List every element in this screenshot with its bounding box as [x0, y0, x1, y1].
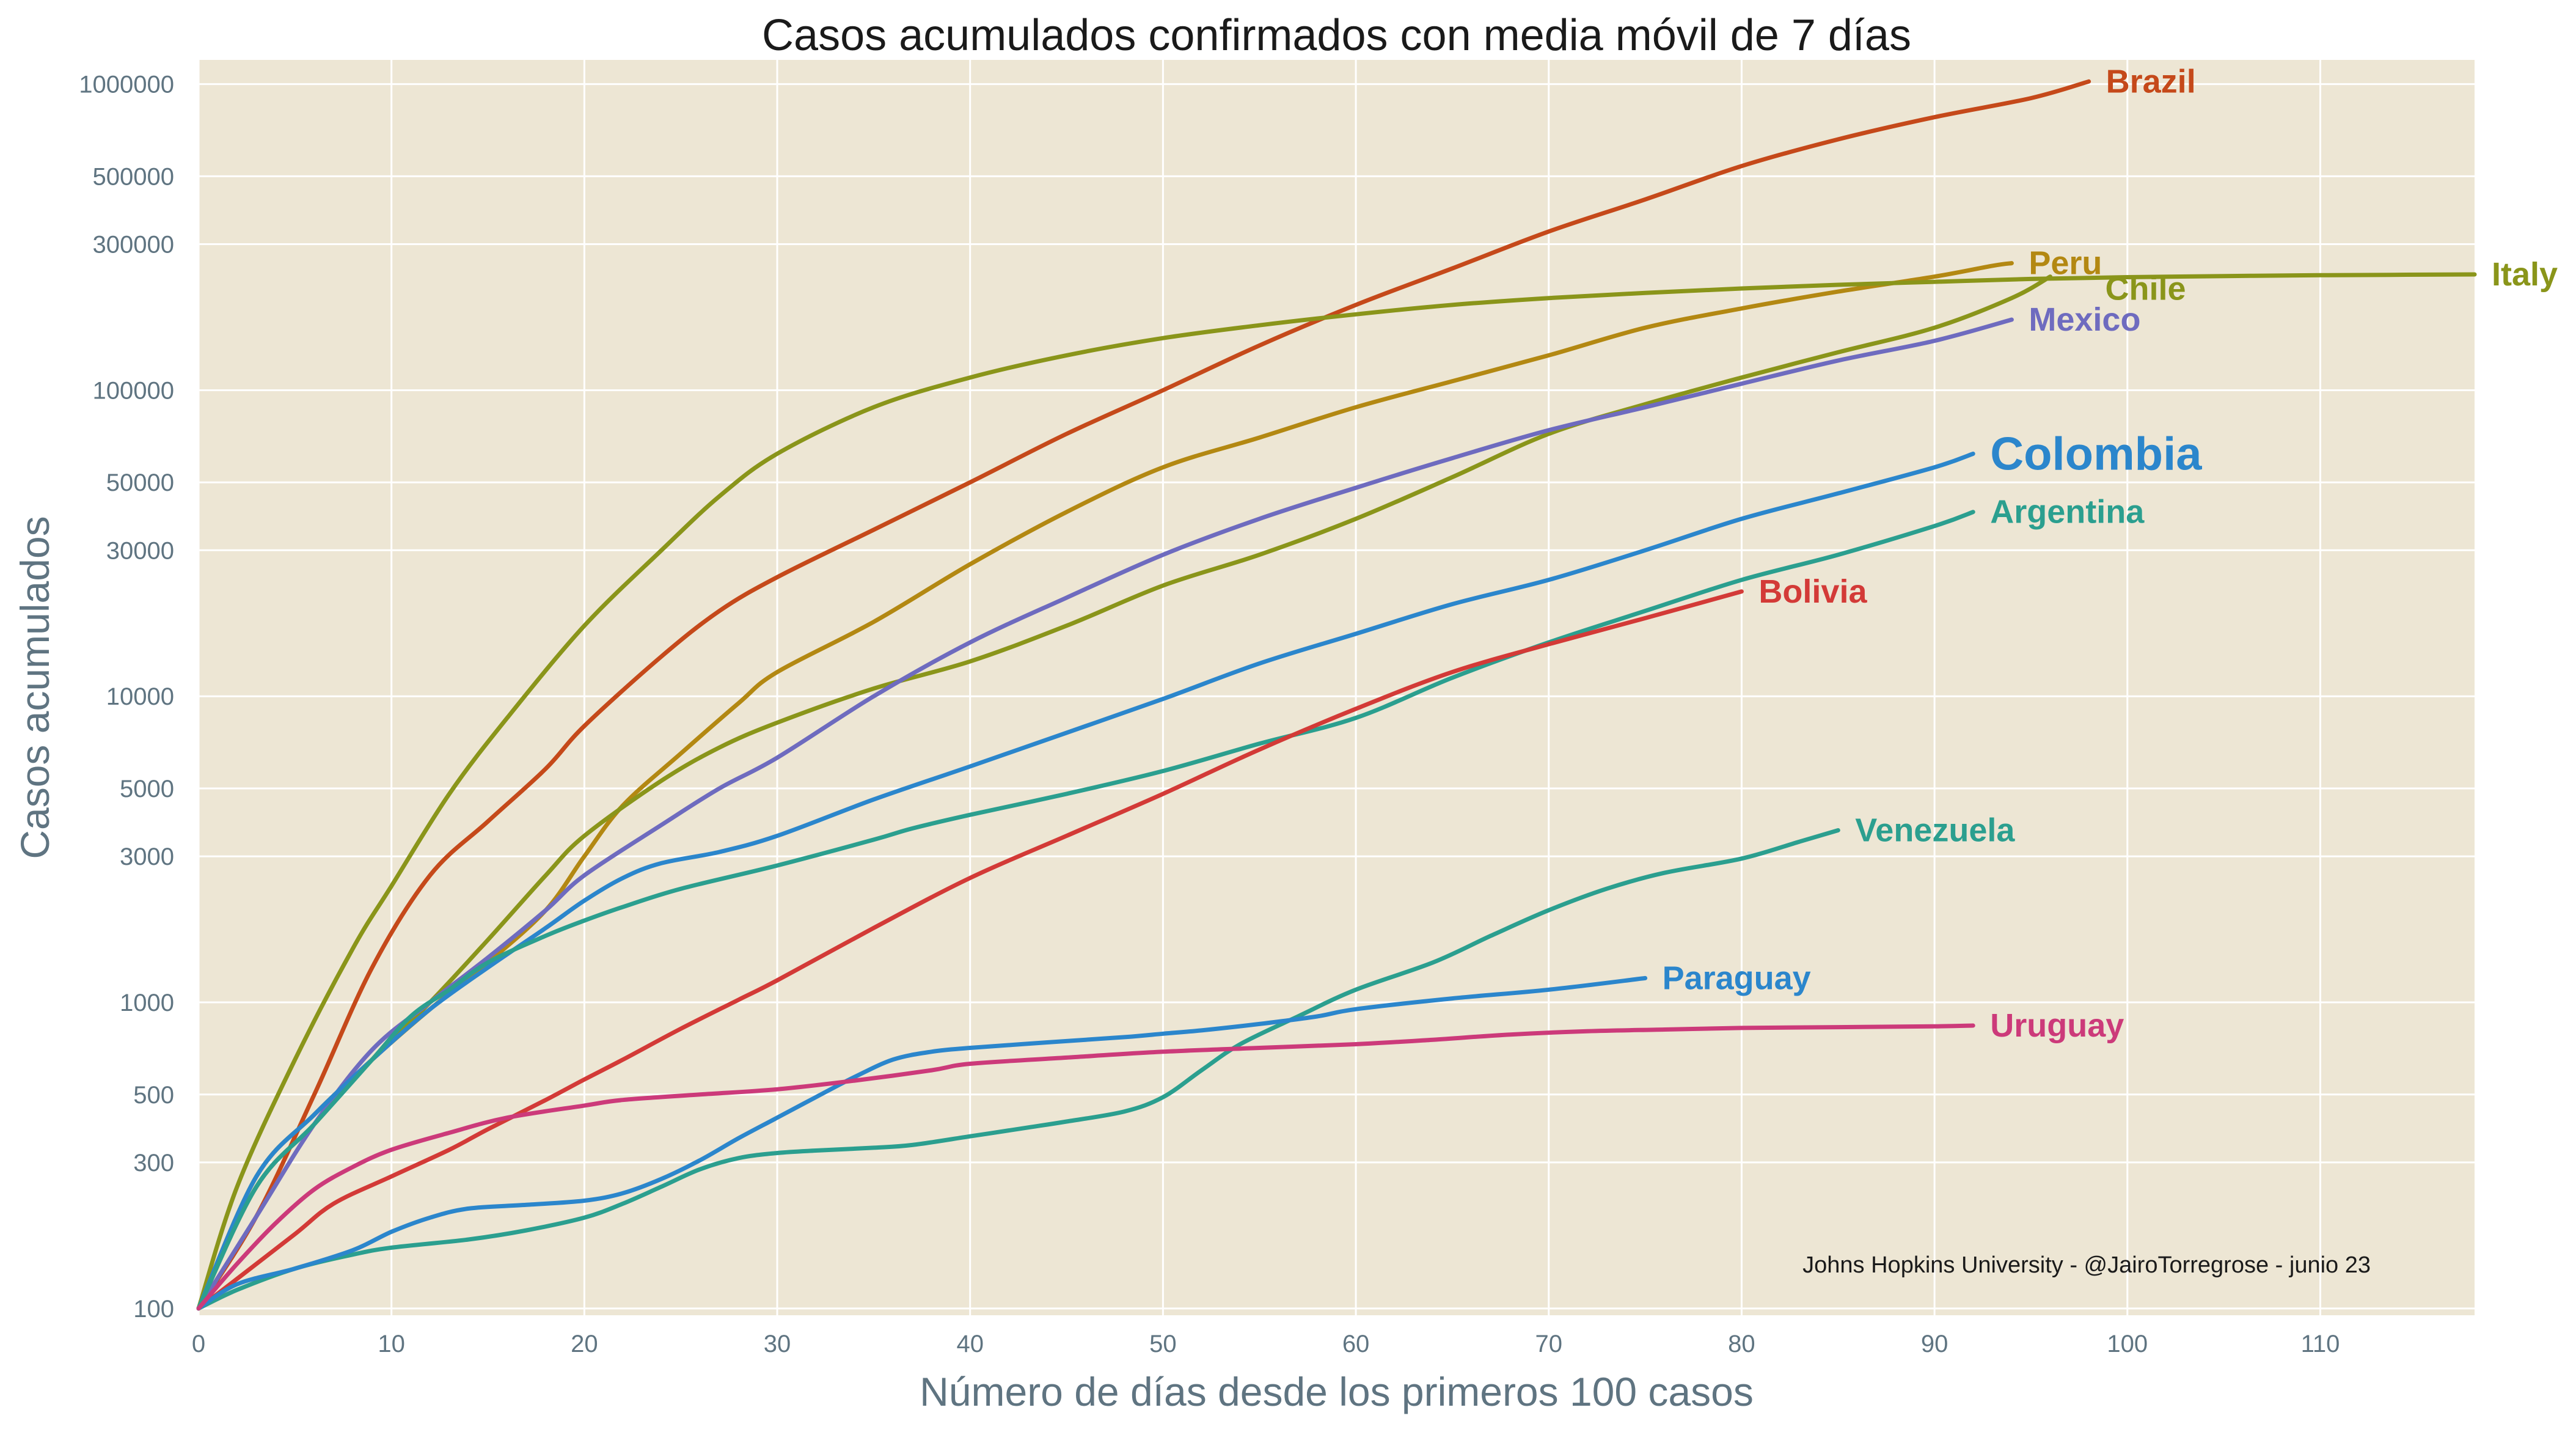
series-lines [196, 79, 2477, 1311]
series-line-bolivia [196, 589, 1744, 1311]
x-axis-ticks: 0 10 20 30 40 50 60 70 80 90 100 110 [192, 1331, 2340, 1357]
x-tick-label: 40 [956, 1331, 984, 1357]
y-tick-label: 30000 [106, 537, 174, 564]
series-label-mexico: Mexico [2029, 301, 2140, 338]
series-line-colombia [196, 451, 1975, 1311]
x-tick-label: 80 [1728, 1331, 1755, 1357]
source-annotation: Johns Hopkins University - @JairoTorregr… [1802, 1252, 2371, 1278]
x-tick-label: 50 [1149, 1331, 1177, 1357]
grid-lines [197, 60, 2475, 1315]
y-tick-label: 500000 [93, 163, 174, 190]
series-label-colombia: Colombia [1990, 428, 2202, 480]
series-line-uruguay [196, 1023, 1975, 1311]
y-tick-label: 5000 [120, 776, 174, 802]
x-tick-label: 0 [192, 1331, 205, 1357]
series-line-venezuela [196, 828, 1840, 1311]
series-line-paraguay [196, 975, 1648, 1311]
series-label-italy: Italy [2492, 256, 2558, 293]
y-tick-label: 50000 [106, 469, 174, 496]
y-axis-ticks: 100 300 500 1000 3000 5000 10000 30000 50000 1000… [79, 72, 174, 1323]
series-line-brazil [196, 79, 2091, 1311]
y-tick-label: 1000000 [79, 72, 174, 98]
x-tick-label: 60 [1342, 1331, 1370, 1357]
x-tick-label: 20 [571, 1331, 598, 1357]
y-tick-label: 1000 [120, 990, 174, 1016]
y-tick-label: 3000 [120, 843, 174, 870]
y-axis-title: Casos acumulados [12, 516, 57, 859]
x-tick-label: 110 [2301, 1331, 2340, 1357]
x-tick-label: 30 [764, 1331, 791, 1357]
x-tick-label: 90 [1921, 1331, 1948, 1357]
series-label-bolivia: Bolivia [1758, 573, 1867, 610]
chart-title: Casos acumulados confirmados con media m… [762, 11, 1911, 60]
series-label-paraguay: Paraguay [1663, 960, 1811, 996]
series-label-venezuela: Venezuela [1855, 812, 2015, 848]
y-tick-label: 10000 [106, 683, 174, 710]
series-label-brazil: Brazil [2106, 63, 2196, 100]
series-line-italy [196, 272, 2477, 1311]
x-tick-label: 70 [1535, 1331, 1562, 1357]
y-tick-label: 100000 [93, 377, 174, 404]
y-tick-label: 500 [133, 1082, 174, 1109]
plot-area [199, 60, 2475, 1315]
series-line-argentina [196, 510, 1975, 1311]
y-tick-label: 300 [133, 1150, 174, 1177]
x-tick-label: 10 [378, 1331, 405, 1357]
series-label-chile: Chile [2106, 271, 2186, 307]
series-label-argentina: Argentina [1990, 494, 2145, 531]
y-tick-label: 100 [133, 1296, 174, 1323]
series-label-uruguay: Uruguay [1990, 1007, 2124, 1044]
x-axis-title: Número de días desde los primeros 100 ca… [920, 1369, 1754, 1414]
x-tick-label: 100 [2107, 1331, 2148, 1357]
y-tick-label: 300000 [93, 232, 174, 259]
series-label-peru: Peru [2029, 245, 2102, 282]
